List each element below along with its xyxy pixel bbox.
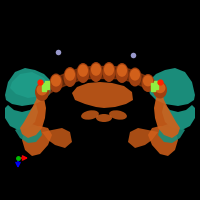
Polygon shape bbox=[72, 82, 133, 108]
Ellipse shape bbox=[104, 63, 114, 76]
Polygon shape bbox=[158, 124, 185, 143]
Ellipse shape bbox=[35, 83, 49, 101]
Ellipse shape bbox=[117, 64, 127, 77]
Polygon shape bbox=[148, 126, 178, 156]
Ellipse shape bbox=[64, 67, 76, 87]
Ellipse shape bbox=[78, 64, 88, 77]
Polygon shape bbox=[162, 104, 195, 130]
Ellipse shape bbox=[109, 110, 127, 120]
Polygon shape bbox=[10, 72, 50, 98]
Ellipse shape bbox=[142, 74, 154, 92]
Ellipse shape bbox=[128, 68, 142, 86]
Ellipse shape bbox=[51, 75, 61, 87]
Ellipse shape bbox=[81, 110, 99, 120]
Polygon shape bbox=[22, 126, 52, 156]
Polygon shape bbox=[5, 68, 52, 106]
Polygon shape bbox=[5, 104, 38, 130]
Polygon shape bbox=[15, 124, 42, 143]
Ellipse shape bbox=[90, 62, 102, 82]
Ellipse shape bbox=[143, 75, 153, 86]
Polygon shape bbox=[154, 92, 180, 138]
Ellipse shape bbox=[155, 83, 165, 93]
Ellipse shape bbox=[96, 114, 112, 122]
Polygon shape bbox=[148, 68, 195, 106]
Polygon shape bbox=[128, 128, 158, 148]
Ellipse shape bbox=[102, 62, 116, 82]
Ellipse shape bbox=[65, 68, 75, 81]
Ellipse shape bbox=[116, 63, 128, 83]
Ellipse shape bbox=[153, 82, 167, 98]
Polygon shape bbox=[20, 92, 46, 138]
Polygon shape bbox=[42, 128, 72, 148]
Ellipse shape bbox=[37, 84, 47, 95]
Ellipse shape bbox=[130, 69, 140, 81]
Ellipse shape bbox=[76, 63, 90, 83]
Ellipse shape bbox=[91, 63, 101, 76]
Ellipse shape bbox=[50, 73, 62, 92]
